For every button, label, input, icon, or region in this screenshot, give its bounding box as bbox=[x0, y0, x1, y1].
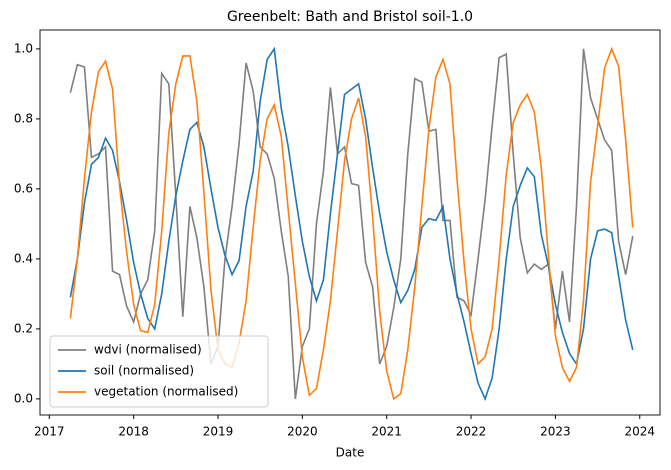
series-line bbox=[69, 48, 634, 400]
y-tick-label: 0.8 bbox=[14, 111, 33, 125]
y-tick-label: 0.4 bbox=[14, 251, 33, 265]
x-tick-label: 2018 bbox=[118, 425, 149, 439]
y-tick-label: 0.0 bbox=[14, 391, 33, 405]
x-tick-label: 2017 bbox=[34, 425, 65, 439]
series-line bbox=[69, 46, 634, 402]
series-line bbox=[69, 46, 634, 401]
y-tick-label: 1.0 bbox=[14, 41, 33, 55]
x-tick-label: 2023 bbox=[540, 425, 571, 439]
x-axis-label: Date bbox=[336, 446, 365, 460]
plot-frame bbox=[39, 29, 661, 416]
legend-label: soil (normalised) bbox=[94, 364, 194, 378]
legend-box bbox=[49, 335, 269, 408]
y-tick-label: 0.2 bbox=[14, 321, 33, 335]
x-tick-label: 2020 bbox=[287, 425, 318, 439]
chart-title: Greenbelt: Bath and Bristol soil-1.0 bbox=[227, 9, 473, 25]
y-tick-label: 0.6 bbox=[14, 181, 33, 195]
x-tick-label: 2022 bbox=[456, 425, 487, 439]
x-tick-label: 2021 bbox=[371, 425, 402, 439]
legend-label: vegetation (normalised) bbox=[94, 385, 238, 399]
x-tick-label: 2019 bbox=[203, 425, 234, 439]
x-tick-label: 2024 bbox=[624, 425, 655, 439]
legend-label: wdvi (normalised) bbox=[94, 343, 202, 357]
